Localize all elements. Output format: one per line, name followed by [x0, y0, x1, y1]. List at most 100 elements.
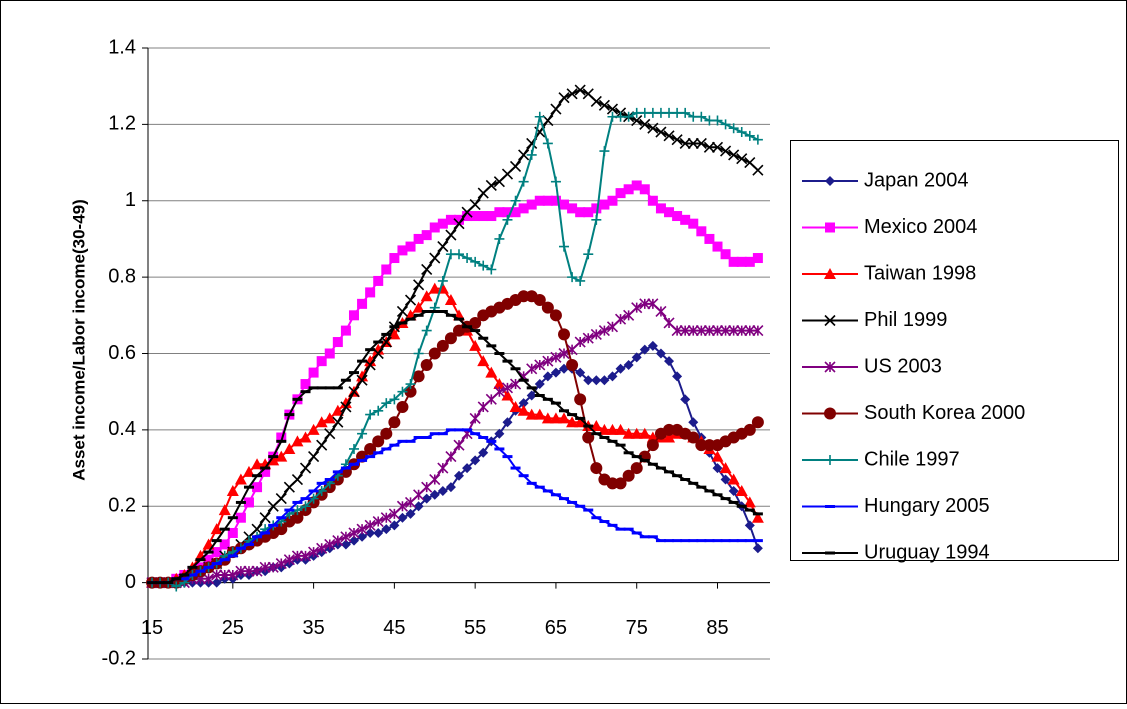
marker [267, 454, 280, 466]
marker [243, 565, 255, 577]
marker [550, 195, 561, 206]
marker [720, 474, 731, 485]
marker [259, 561, 271, 573]
marker [470, 455, 481, 466]
marker [299, 550, 312, 562]
marker [251, 565, 263, 577]
marker [533, 294, 546, 307]
legend-label: Phil 1999 [864, 309, 947, 331]
marker [380, 427, 393, 440]
marker [631, 180, 642, 191]
marker [421, 325, 432, 336]
marker [542, 355, 554, 367]
marker [824, 407, 836, 420]
marker [639, 298, 651, 310]
marker [703, 141, 715, 153]
marker [558, 92, 570, 104]
marker [549, 309, 562, 322]
x-tick-label: 25 [222, 617, 244, 639]
marker [559, 199, 570, 210]
marker [599, 146, 610, 157]
marker [381, 264, 392, 275]
marker [445, 482, 456, 493]
marker [493, 386, 505, 398]
y-tick-label: 0 [125, 571, 136, 593]
marker [711, 141, 724, 153]
marker [631, 352, 642, 363]
marker [469, 339, 482, 351]
marker [533, 408, 546, 420]
marker [429, 252, 441, 264]
legend-label: US 2003 [864, 355, 942, 377]
marker [291, 435, 304, 447]
marker [421, 230, 432, 241]
marker [324, 428, 336, 440]
marker [526, 390, 537, 401]
marker [590, 328, 602, 340]
marker [502, 207, 513, 218]
marker [574, 416, 587, 428]
y-tick-label: 1.4 [108, 36, 136, 58]
marker [437, 218, 448, 229]
marker [671, 134, 683, 146]
marker [478, 211, 489, 222]
legend-box [790, 140, 1119, 561]
marker [324, 348, 335, 359]
marker [381, 398, 392, 409]
marker [550, 103, 562, 115]
marker [251, 458, 264, 470]
marker [494, 207, 505, 218]
marker [260, 466, 271, 477]
marker [525, 408, 538, 420]
marker [300, 501, 311, 512]
marker [308, 367, 319, 378]
marker [372, 343, 385, 355]
marker [655, 203, 666, 214]
marker [647, 195, 658, 206]
marker [607, 195, 618, 206]
marker [397, 245, 408, 256]
marker [728, 149, 740, 161]
marker [639, 184, 650, 195]
marker [518, 149, 530, 161]
marker [340, 401, 352, 413]
marker [720, 145, 732, 157]
marker [315, 416, 328, 428]
marker [404, 294, 417, 306]
marker [291, 550, 304, 562]
marker [736, 256, 747, 267]
marker [825, 222, 835, 233]
marker [566, 358, 579, 371]
marker [728, 485, 739, 496]
marker [373, 527, 384, 538]
marker [469, 199, 481, 211]
marker [599, 199, 610, 210]
marker [639, 344, 650, 355]
marker [598, 99, 610, 111]
marker [672, 371, 683, 382]
marker [743, 496, 756, 508]
marker [574, 393, 587, 406]
y-tick-label: 0.4 [108, 418, 136, 440]
marker [396, 400, 409, 413]
marker [469, 412, 481, 424]
marker [428, 282, 441, 294]
marker [462, 211, 473, 222]
marker [664, 207, 675, 218]
marker [405, 508, 416, 519]
marker [622, 469, 635, 482]
marker [429, 473, 441, 486]
marker [357, 531, 368, 542]
marker [444, 332, 457, 345]
marker [227, 527, 238, 538]
marker [478, 447, 489, 458]
marker [663, 130, 675, 142]
marker [429, 222, 440, 233]
marker [688, 218, 699, 229]
marker [300, 379, 311, 390]
marker [445, 214, 456, 225]
marker [485, 179, 497, 192]
y-axis-label: Asset income/Labor income(30-49) [69, 199, 88, 481]
marker [324, 538, 336, 551]
marker [680, 107, 691, 118]
